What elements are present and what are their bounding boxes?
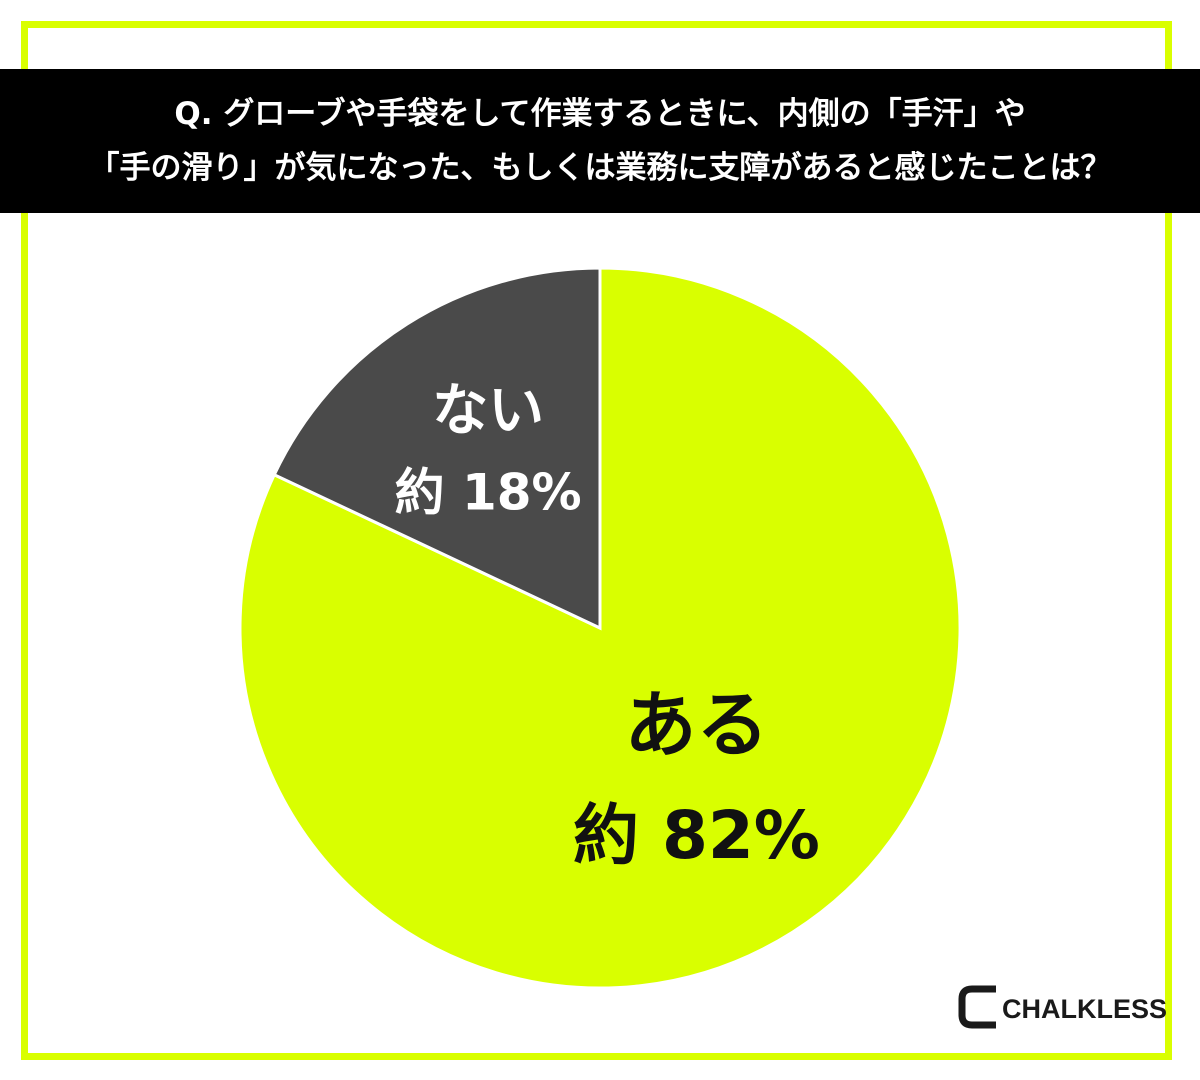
slice-label-yes: ある xyxy=(624,683,768,767)
slice-value-yes: 約 82% xyxy=(573,797,820,874)
slice-value-no: 約 18% xyxy=(395,464,582,522)
brand-logo: CHALKLESS xyxy=(958,983,1167,1031)
page-frame xyxy=(21,21,1172,1060)
pie-slice-no xyxy=(272,266,602,631)
question-line-1: Q. グローブや手袋をして作業するときに、内側の「手汗」や xyxy=(174,96,1026,132)
question-banner: Q. グローブや手袋をして作業するときに、内側の「手汗」や 「手の滑り」が気にな… xyxy=(0,69,1200,213)
pie-slices xyxy=(238,266,962,990)
chalkless-c-logo-icon xyxy=(958,985,996,1029)
pie-labels: ある約 82% ない約 18% xyxy=(395,379,820,874)
brand-name: CHALKLESS xyxy=(1002,993,1168,1024)
slice-label-no: ない xyxy=(432,379,544,444)
question-line-2: 「手の滑り」が気になった、もしくは業務に支障があると感じたことは？ xyxy=(88,150,1112,186)
